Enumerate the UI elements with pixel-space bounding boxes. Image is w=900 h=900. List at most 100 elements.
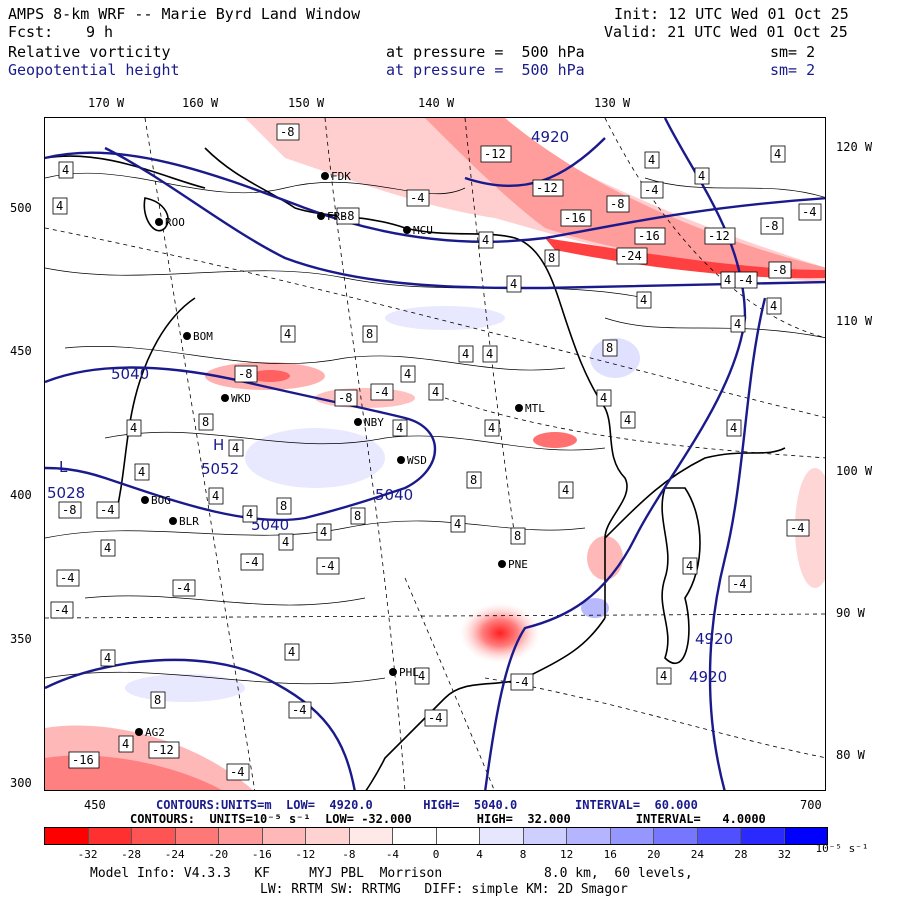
vorticity-label: -24 <box>616 247 648 265</box>
vorticity-label: 4 <box>118 735 134 753</box>
svg-text:8: 8 <box>514 529 521 543</box>
station-label: WKD <box>231 392 251 405</box>
svg-text:4: 4 <box>212 489 219 503</box>
svg-text:4: 4 <box>734 317 741 331</box>
colorbar-tick-label: 32 <box>777 848 792 861</box>
colorbar-tick-label: -28 <box>121 848 142 861</box>
vorticity-label: -4 <box>728 575 752 593</box>
svg-text:-8: -8 <box>340 209 354 223</box>
colorbar-swatch <box>175 828 219 844</box>
field2-name: Geopotential height <box>8 61 180 79</box>
svg-text:-4: -4 <box>292 703 306 717</box>
colorbar-swatch <box>349 828 393 844</box>
y-label-350: 350 <box>10 632 32 646</box>
colorbar-tick-label: -8 <box>342 848 356 861</box>
height-contour-mid <box>104 146 825 290</box>
svg-text:4: 4 <box>686 559 693 573</box>
svg-text:4: 4 <box>232 441 239 455</box>
svg-text:8: 8 <box>548 251 555 265</box>
colorbar-tick-label: -32 <box>77 848 98 861</box>
vorticity-label: 4 <box>484 419 500 437</box>
lon-label-130w: 130 W <box>594 96 631 110</box>
colorbar-tick-label: 20 <box>647 848 661 861</box>
svg-text:4: 4 <box>482 233 489 247</box>
colorbar-swatch <box>567 828 611 844</box>
coastline-peninsula <box>604 447 786 539</box>
svg-text:4: 4 <box>62 163 69 177</box>
vorticity-label: 4 <box>730 315 746 333</box>
vorticity-label: -4 <box>288 701 312 719</box>
vorticity-label: -8 <box>234 365 258 383</box>
colorbar-swatch <box>697 828 741 844</box>
svg-text:4: 4 <box>282 535 289 549</box>
colorbar-tick-label: 28 <box>734 848 748 861</box>
height-contour-4980-north <box>45 151 825 243</box>
height-label: 4920 <box>689 668 727 686</box>
vorticity-label: 4 <box>766 297 782 315</box>
valid-time: Valid: 21 UTC Wed 01 Oct 25 <box>604 23 848 41</box>
svg-text:-4: -4 <box>790 521 804 535</box>
vorticity-label: 4 <box>316 523 332 541</box>
vorticity-cell-central <box>315 388 415 408</box>
vorticity-label: 4 <box>506 275 522 293</box>
vorticity-label: 4 <box>770 145 786 163</box>
vorticity-label: -4 <box>406 189 430 207</box>
svg-text:-16: -16 <box>638 229 660 243</box>
vorticity-label: -4 <box>798 203 822 221</box>
svg-text:-4: -4 <box>644 183 658 197</box>
colorbar-tick-label: -16 <box>251 848 272 861</box>
svg-text:-8: -8 <box>62 503 76 517</box>
svg-text:4: 4 <box>104 541 111 555</box>
vorticity-contour-info: CONTOURS: UNITS=10⁻⁵ s⁻¹ LOW= -32.000 HI… <box>130 812 766 826</box>
height-contour-5040 <box>45 366 437 522</box>
height-label: 5052 <box>201 460 239 478</box>
svg-text:-4: -4 <box>244 555 258 569</box>
vorticity-label: -4 <box>240 553 264 571</box>
svg-text:4: 4 <box>770 299 777 313</box>
field1-name: Relative vorticity <box>8 43 171 61</box>
forecast-value: 9 h <box>86 23 114 41</box>
svg-text:4: 4 <box>122 737 129 751</box>
y-label-500: 500 <box>10 201 32 215</box>
station-label: MCU <box>413 224 433 237</box>
svg-text:8: 8 <box>470 473 477 487</box>
lon-label-160w: 160 W <box>182 96 219 110</box>
svg-text:4: 4 <box>404 367 411 381</box>
vorticity-label: 4 <box>428 383 444 401</box>
svg-text:-4: -4 <box>428 711 442 725</box>
svg-text:4: 4 <box>246 507 253 521</box>
vorticity-label: -4 <box>424 709 448 727</box>
vorticity-label: 4 <box>596 389 612 407</box>
svg-text:-4: -4 <box>732 577 746 591</box>
station-marker-roo <box>155 218 163 226</box>
station-label: BOG <box>151 494 171 507</box>
vorticity-label: -4 <box>370 383 394 401</box>
svg-text:4: 4 <box>640 293 647 307</box>
station-marker-nby <box>354 418 362 426</box>
vorticity-label: 4 <box>558 481 574 499</box>
vorticity-label: 4 <box>694 167 710 185</box>
height-label: 4920 <box>695 630 733 648</box>
svg-text:4: 4 <box>56 199 63 213</box>
colorbar-swatch <box>132 828 176 844</box>
stations: FDK FRB MCU ROO BOM WKD NBY MTL WSD BOG BLR PNE PHL A… <box>135 170 545 739</box>
colorbar-tick-label: 16 <box>603 848 617 861</box>
lon-label-150w: 150 W <box>288 96 325 110</box>
lon-label-140w: 140 W <box>418 96 455 110</box>
svg-text:-4: -4 <box>230 765 244 779</box>
svg-text:4: 4 <box>562 483 569 497</box>
svg-text:-12: -12 <box>536 181 558 195</box>
colorbar-swatch <box>436 828 480 844</box>
vorticity-label: -4 <box>226 763 250 781</box>
lon-label-170w: 170 W <box>88 96 125 110</box>
vorticity-label: -12 <box>480 145 512 163</box>
vorticity-label: 8 <box>466 471 482 489</box>
vorticity-label: -8 <box>768 261 792 279</box>
vorticity-label: -12 <box>148 741 180 759</box>
vorticity-label: 4 <box>636 291 652 309</box>
vorticity-label: -4 <box>56 569 80 587</box>
vorticity-label: 4 <box>278 533 294 551</box>
vorticity-label: 4 <box>284 643 300 661</box>
svg-text:-4: -4 <box>410 191 424 205</box>
vorticity-label: -8 <box>606 195 630 213</box>
